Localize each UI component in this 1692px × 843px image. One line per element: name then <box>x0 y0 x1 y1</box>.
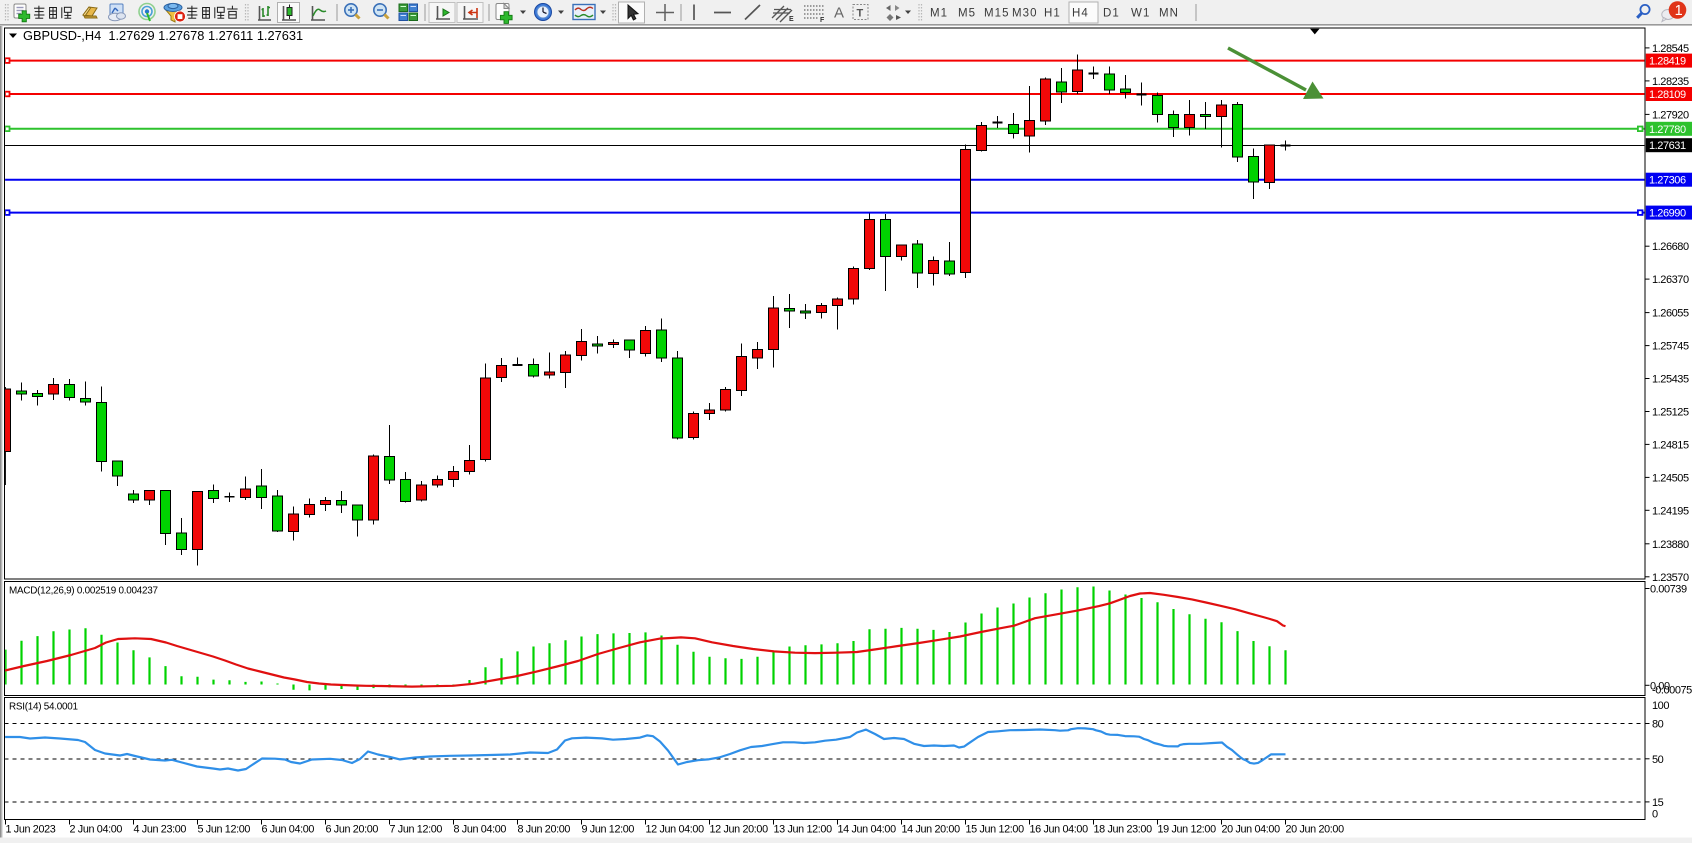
svg-text:14 Jun 20:00: 14 Jun 20:00 <box>902 824 961 836</box>
svg-text:1.25125: 1.25125 <box>1652 407 1689 419</box>
svg-text:7 Jun 12:00: 7 Jun 12:00 <box>390 824 443 836</box>
svg-text:80: 80 <box>1652 719 1664 731</box>
svg-text:1.26370: 1.26370 <box>1652 274 1689 286</box>
svg-text:H4: H4 <box>1072 8 1089 20</box>
svg-text:F: F <box>820 17 825 24</box>
svg-text:13 Jun 12:00: 13 Jun 12:00 <box>774 824 833 836</box>
svg-text:100: 100 <box>1652 700 1669 712</box>
svg-text:16 Jun 04:00: 16 Jun 04:00 <box>1030 824 1089 836</box>
svg-text:15 Jun 12:00: 15 Jun 12:00 <box>966 824 1025 836</box>
svg-text:1: 1 <box>1675 3 1683 19</box>
svg-text:1.28235: 1.28235 <box>1652 76 1689 88</box>
svg-text:12 Jun 20:00: 12 Jun 20:00 <box>710 824 769 836</box>
svg-text:20 Jun 04:00: 20 Jun 04:00 <box>1222 824 1281 836</box>
svg-text:18 Jun 23:00: 18 Jun 23:00 <box>1094 824 1153 836</box>
svg-text:1.27780: 1.27780 <box>1649 124 1686 136</box>
svg-text:MACD(12,26,9) 0.002519 0.00423: MACD(12,26,9) 0.002519 0.004237 <box>9 586 158 597</box>
svg-text:1.24815: 1.24815 <box>1652 439 1689 451</box>
svg-text:1.28419: 1.28419 <box>1649 56 1686 68</box>
svg-text:1.23880: 1.23880 <box>1652 539 1689 551</box>
svg-text:0.00: 0.00 <box>1650 680 1670 692</box>
svg-text:1.23570: 1.23570 <box>1652 572 1689 584</box>
svg-text:19 Jun 12:00: 19 Jun 12:00 <box>1158 824 1217 836</box>
svg-text:M30: M30 <box>1012 8 1038 20</box>
svg-text:D1: D1 <box>1103 8 1120 20</box>
svg-text:6 Jun 04:00: 6 Jun 04:00 <box>262 824 315 836</box>
svg-text:1.27631: 1.27631 <box>1649 140 1686 152</box>
svg-text:8 Jun 04:00: 8 Jun 04:00 <box>454 824 507 836</box>
svg-text:0: 0 <box>1652 809 1658 821</box>
svg-text:1.24505: 1.24505 <box>1652 472 1689 484</box>
svg-text:1 Jun 2023: 1 Jun 2023 <box>6 824 56 836</box>
svg-text:1.28545: 1.28545 <box>1652 43 1689 55</box>
svg-text:M15: M15 <box>984 8 1010 20</box>
svg-text:6 Jun 20:00: 6 Jun 20:00 <box>326 824 379 836</box>
svg-text:1.26680: 1.26680 <box>1652 241 1689 253</box>
svg-text:1.26990: 1.26990 <box>1649 208 1686 220</box>
svg-text:1.25435: 1.25435 <box>1652 374 1689 386</box>
svg-text:4 Jun 23:00: 4 Jun 23:00 <box>134 824 187 836</box>
svg-text:GBPUSD-,H4 1.27629 1.27678 1.: GBPUSD-,H4 1.27629 1.27678 1.27611 1.276… <box>23 28 303 43</box>
svg-text:5 Jun 12:00: 5 Jun 12:00 <box>198 824 251 836</box>
svg-text:M5: M5 <box>958 8 976 20</box>
svg-text:E: E <box>789 16 794 23</box>
svg-text:14 Jun 04:00: 14 Jun 04:00 <box>838 824 897 836</box>
svg-text:1.26055: 1.26055 <box>1652 308 1689 320</box>
svg-text:9 Jun 12:00: 9 Jun 12:00 <box>582 824 635 836</box>
svg-text:1.25745: 1.25745 <box>1652 341 1689 353</box>
svg-text:8 Jun 20:00: 8 Jun 20:00 <box>518 824 571 836</box>
svg-text:15: 15 <box>1652 797 1664 809</box>
svg-text:20 Jun 20:00: 20 Jun 20:00 <box>1286 824 1345 836</box>
svg-text:50: 50 <box>1652 754 1664 766</box>
svg-text:MN: MN <box>1159 8 1179 20</box>
svg-text:1.24195: 1.24195 <box>1652 505 1689 517</box>
svg-text:1.27306: 1.27306 <box>1649 175 1686 187</box>
svg-text:1.28109: 1.28109 <box>1649 89 1686 101</box>
svg-text:12 Jun 04:00: 12 Jun 04:00 <box>646 824 705 836</box>
svg-text:W1: W1 <box>1131 8 1150 20</box>
svg-text:RSI(14) 54.0001: RSI(14) 54.0001 <box>9 702 78 713</box>
svg-text:1.27920: 1.27920 <box>1652 109 1689 121</box>
svg-text:A: A <box>834 5 844 22</box>
svg-text:H1: H1 <box>1044 8 1061 20</box>
svg-text:T: T <box>857 8 864 20</box>
svg-text:M1: M1 <box>930 8 948 20</box>
svg-text:0.00739: 0.00739 <box>1650 584 1687 596</box>
svg-text:2 Jun 04:00: 2 Jun 04:00 <box>70 824 123 836</box>
